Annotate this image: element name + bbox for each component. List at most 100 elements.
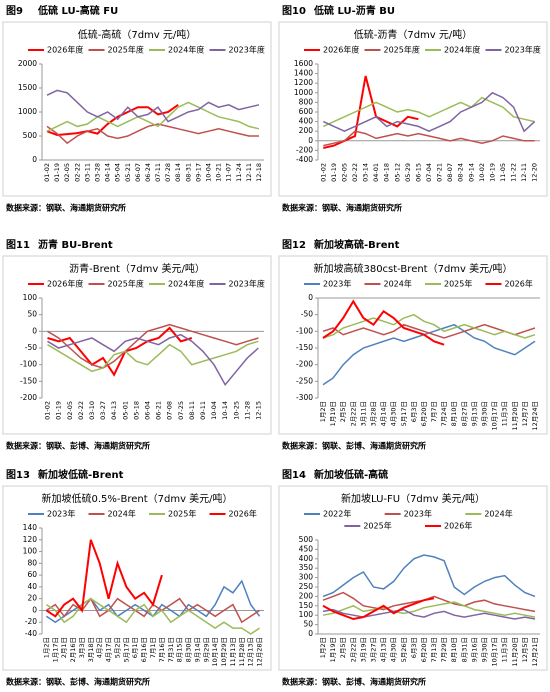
chart-frame (278, 485, 548, 671)
y-tick-label: 140 (23, 523, 38, 532)
x-tick-label: 2月16日 (69, 637, 77, 662)
y-tick-label: 1000 (294, 88, 313, 97)
legend-label: 2024年度 (168, 45, 204, 55)
legend-label: 2025年度 (108, 279, 144, 289)
x-tick-label: 01-02 (319, 163, 327, 182)
series-line (323, 75, 419, 149)
series-line (47, 333, 259, 387)
x-tick-label: 11-05 (499, 163, 507, 182)
x-tick-label: 05-21 (124, 163, 132, 182)
y-tick-label: 80 (27, 558, 37, 567)
x-tick-label: 6月16日 (140, 637, 148, 662)
x-tick-label: 08-31 (184, 163, 192, 182)
x-tick-label: 4月14日 (380, 401, 388, 426)
legend-label: 2026年 (505, 279, 533, 289)
x-tick-label: 7月1日 (149, 637, 157, 658)
x-tick-label: 8月27日 (460, 401, 468, 426)
x-tick-label: 1月19日 (329, 637, 337, 662)
y-tick-label: 0 (308, 136, 313, 145)
x-tick-label: 2月5日 (339, 401, 347, 422)
y-tick-label: 50 (303, 620, 313, 629)
legend-label: 2024年 (384, 279, 412, 289)
x-tick-label: 10-25 (232, 401, 240, 420)
figure-heading: 新加坡低硫-Brent (38, 468, 124, 481)
x-tick-label: 1月2日 (42, 637, 50, 658)
x-tick-label: 1月19日 (329, 401, 337, 426)
x-tick-label: 6月3日 (410, 401, 418, 422)
series-line (47, 323, 259, 369)
legend-label: 2023年度 (229, 279, 265, 289)
source: 数据来源：钢联、彭博、海通期货研究所 (282, 441, 426, 451)
x-tick-label: 7月29日 (440, 637, 448, 662)
x-tick-label: 3月18日 (87, 637, 95, 662)
series-line (322, 91, 536, 133)
x-tick-label: 02-05 (63, 163, 71, 182)
x-tick-label: 5月2日 (113, 637, 121, 658)
source: 数据来源：钢联、彭博、海通期货研究所 (282, 677, 426, 687)
x-tick-label: 9月16日 (470, 637, 478, 662)
y-tick-label: -200 (296, 145, 313, 154)
series-line (46, 89, 260, 123)
x-tick-label: 09-17 (194, 163, 202, 182)
y-tick-label: -250 (296, 376, 313, 385)
source: 数据来源：钢联、海通期货研究所 (282, 203, 402, 213)
x-tick-label: 02-22 (351, 163, 359, 182)
chart-title: 新加坡高硫380cst-Brent（7dmv 美元/吨） (313, 262, 512, 275)
x-tick-label: 3月28日 (370, 401, 378, 426)
x-tick-label: 02-22 (73, 163, 81, 182)
x-tick-label: 10-04 (205, 163, 213, 182)
y-tick-label: 800 (299, 97, 314, 106)
x-tick-label: 2月22日 (349, 401, 357, 426)
legend-label: 2025年 (168, 509, 196, 519)
chart-title: 沥青-Brent（7dmv 美元/吨） (69, 262, 205, 275)
x-tick-label: 11月28日 (238, 637, 246, 667)
x-tick-label: 12月7日 (521, 401, 529, 426)
x-tick-label: 6月20日 (420, 637, 428, 662)
x-tick-label: 9月29日 (202, 637, 210, 662)
x-tick-label: 2月5日 (339, 637, 347, 658)
y-tick-label: -20 (25, 617, 37, 626)
legend-label: 2024年 (108, 509, 136, 519)
legend-label: 2025年 (363, 521, 391, 531)
x-tick-label: 8月10日 (450, 401, 458, 426)
y-tick-label: 500 (299, 535, 314, 544)
y-tick-label: 600 (299, 107, 314, 116)
x-tick-label: 08-24 (457, 163, 465, 182)
y-tick-label: 400 (299, 117, 314, 126)
x-tick-label: 8月30日 (185, 637, 193, 662)
x-tick-label: 10月17日 (491, 401, 499, 431)
x-tick-label: 12-20 (531, 163, 539, 182)
x-tick-label: 11-28 (243, 401, 251, 420)
series-line (47, 326, 193, 377)
x-tick-label: 04-14 (104, 163, 112, 182)
legend-label: 2023年 (323, 279, 351, 289)
x-tick-label: 11月13日 (229, 637, 237, 667)
y-tick-label: 100 (23, 547, 38, 556)
x-tick-label: 12月28日 (256, 637, 264, 667)
x-tick-label: 06-21 (155, 401, 163, 420)
x-tick-label: 12月24日 (531, 401, 539, 431)
legend-label: 2026年度 (47, 45, 83, 55)
x-tick-label: 5月26日 (400, 637, 408, 662)
x-tick-label: 05-01 (121, 401, 129, 420)
legend-label: 2024年 (484, 509, 512, 519)
x-tick-label: 10-04 (210, 401, 218, 420)
y-tick-label: 400 (299, 554, 314, 563)
y-tick-label: 60 (27, 570, 37, 579)
chart-frame (2, 485, 272, 671)
x-tick-label: 9月30日 (481, 401, 489, 426)
x-tick-label: 11月3日 (501, 637, 509, 662)
y-tick-label: 100 (23, 293, 38, 302)
legend-label: 2026年 (444, 521, 472, 531)
series-line (322, 608, 536, 620)
y-tick-label: 0 (32, 155, 37, 164)
x-tick-label: 08-07 (446, 163, 454, 182)
chart-title: 低硫-高硫（7dmv 元/吨） (78, 28, 197, 41)
y-tick-label: 1400 (294, 69, 313, 78)
series-line (47, 340, 259, 373)
y-tick-label: 0 (32, 605, 37, 614)
x-tick-label: 8月31日 (460, 637, 468, 662)
x-tick-label: 05-04 (114, 163, 122, 182)
y-tick-label: 0 (308, 293, 313, 302)
